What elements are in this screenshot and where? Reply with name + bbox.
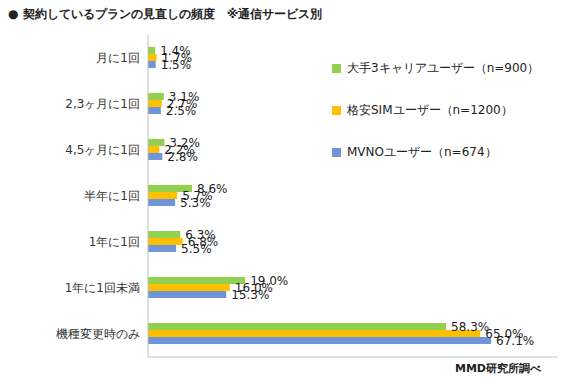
svg-text:58.3%: 58.3% (451, 320, 489, 334)
svg-text:1年に1回: 1年に1回 (89, 235, 140, 249)
html-text:大手3キャリアユーザー（n=900）: 大手3キャリアユーザー（n=900） (347, 60, 540, 75)
svg-text:2.8%: 2.8% (167, 150, 198, 164)
svg-text:67.1%: 67.1% (496, 334, 534, 348)
html-text:格安SIMユーザー（n=1200）: 格安SIMユーザー（n=1200） (347, 102, 513, 117)
svg-text:1.5%: 1.5% (161, 58, 192, 72)
svg-text:5.5%: 5.5% (181, 242, 212, 256)
svg-text:2.5%: 2.5% (166, 104, 197, 118)
html-text:MVNOユーザー（n=674）: MVNOユーザー（n=674） (347, 144, 497, 159)
svg-text:1年に1回未満: 1年に1回未満 (65, 281, 140, 295)
svg-text:4,5ヶ月に1回: 4,5ヶ月に1回 (65, 143, 140, 157)
svg-text:機種変更時のみ: 機種変更時のみ (56, 327, 140, 341)
svg-text:半年に1回: 半年に1回 (84, 189, 140, 203)
svg-text:月に1回: 月に1回 (96, 51, 140, 65)
html-text:MMD研究所調べ: MMD研究所調べ (455, 362, 541, 375)
svg-text:2,3ヶ月に1回: 2,3ヶ月に1回 (65, 97, 140, 111)
svg-text:5.3%: 5.3% (180, 196, 211, 210)
svg-text:15.3%: 15.3% (231, 288, 269, 302)
html-text:● 契約しているプランの見直しの頻度 ※通信サービス別: ● 契約しているプランの見直しの頻度 ※通信サービス別 (8, 7, 323, 21)
